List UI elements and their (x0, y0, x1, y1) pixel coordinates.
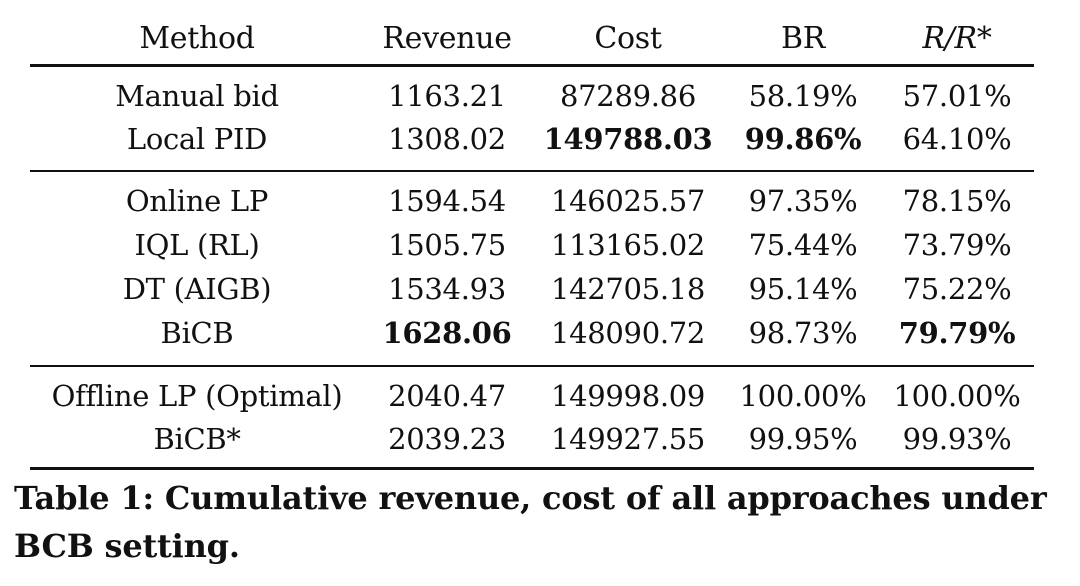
table-cell-method: Local PID (126, 122, 268, 156)
table-cell-br: 97.35% (748, 184, 858, 218)
table-cell-method: Manual bid (115, 79, 279, 113)
table-cell-br: 98.73% (748, 316, 858, 350)
table-cell-method: BiCB* (153, 422, 241, 456)
column-header-revenue: Revenue (382, 21, 512, 56)
table-cell-revenue: 2039.23 (388, 422, 506, 456)
table-cell-cost: 87289.86 (560, 79, 696, 113)
table-cell-revenue: 1308.02 (388, 122, 506, 156)
table-cell-rr: 78.15% (902, 184, 1012, 218)
table-cell-method: BiCB (160, 316, 234, 350)
table-cell-br: 99.86% (744, 122, 862, 156)
table-cell-rr: 100.00% (893, 379, 1021, 413)
table-cell-cost: 146025.57 (550, 184, 706, 218)
table-cell-revenue: 1534.93 (388, 272, 506, 306)
table-cell-method: Offline LP (Optimal) (51, 379, 343, 413)
top-rule (30, 64, 1034, 67)
table-cell-revenue: 1628.06 (382, 316, 512, 350)
table-cell-rr: 79.79% (898, 316, 1016, 350)
table-cell-cost: 149998.09 (550, 379, 706, 413)
column-header-cost: Cost (594, 21, 662, 56)
table-cell-revenue: 1594.54 (388, 184, 506, 218)
header-rule (30, 170, 1034, 172)
table-cell-br: 58.19% (748, 79, 858, 113)
bottom-rule (30, 467, 1034, 470)
table-cell-revenue: 2040.47 (388, 379, 506, 413)
table-cell-method: IQL (RL) (134, 228, 260, 262)
table-cell-revenue: 1505.75 (388, 228, 506, 262)
table-cell-cost: 149788.03 (543, 122, 713, 156)
table-cell-cost: 148090.72 (550, 316, 706, 350)
table-cell-rr: 64.10% (902, 122, 1012, 156)
column-header-method: Method (139, 21, 255, 56)
table-caption: Table 1: Cumulative revenue, cost of all… (14, 479, 1047, 565)
table-cell-br: 100.00% (739, 379, 867, 413)
column-header-br: BR (780, 21, 826, 56)
table-cell-br: 95.14% (748, 272, 858, 306)
table-cell-method: Online LP (125, 184, 269, 218)
table-cell-cost: 149927.55 (550, 422, 706, 456)
table-cell-method: DT (AIGB) (122, 272, 272, 306)
table-cell-br: 75.44% (748, 228, 858, 262)
table-cell-cost: 142705.18 (550, 272, 706, 306)
table-cell-revenue: 1163.21 (388, 79, 506, 113)
table-cell-rr: 57.01% (902, 79, 1012, 113)
table-cell-rr: 73.79% (902, 228, 1012, 262)
table-cell-rr: 99.93% (902, 422, 1012, 456)
column-header-rr: R/R* (922, 21, 992, 56)
table-cell-br: 99.95% (748, 422, 858, 456)
table-cell-rr: 75.22% (902, 272, 1012, 306)
table-cell-cost: 113165.02 (550, 228, 706, 262)
group-rule (30, 365, 1034, 367)
